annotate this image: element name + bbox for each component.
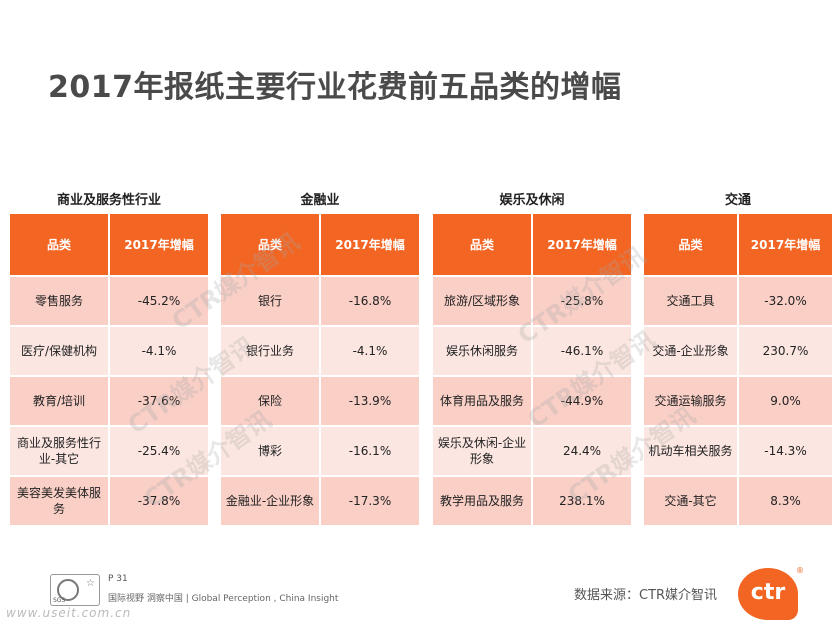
table-row: 金融业-企业形象 -17.3% <box>221 476 419 527</box>
table-row: 保险 -13.9% <box>221 376 419 427</box>
growth-cell: 24.4% <box>532 426 631 477</box>
growth-cell: -13.9% <box>320 376 419 427</box>
panel-heading: 商业及服务性行业 <box>56 193 161 208</box>
category-cell: 娱乐休闲服务 <box>433 326 533 377</box>
panel-heading: 交通 <box>724 193 751 208</box>
growth-table: 品类 2017年增幅 交通工具 -32.0% 交通-企业形象 230.7% 交通运输… <box>644 214 832 527</box>
table-row: 美容美发美体服务 -37.8% <box>10 476 208 527</box>
category-cell: 交通-其它 <box>644 476 739 527</box>
table-row: 零售服务 -45.2% <box>10 276 208 327</box>
table-row: 娱乐及休闲-企业形象 24.4% <box>433 426 631 477</box>
category-cell: 旅游/区域形象 <box>433 276 533 327</box>
growth-cell: -25.8% <box>532 276 631 327</box>
growth-table: 品类 2017年增幅 银行 -16.8% 银行业务 -4.1% 保险 -13.9% 博… <box>221 214 419 527</box>
growth-cell: -46.1% <box>532 326 631 377</box>
growth-cell: -16.8% <box>320 276 419 327</box>
growth-cell: 8.3% <box>738 476 832 527</box>
column-header-category: 品类 <box>433 214 533 277</box>
category-cell: 机动车相关服务 <box>644 426 739 477</box>
panel-transport: 交通 品类 2017年增幅 交通工具 -32.0% 交通-企业形象 230.7% 交… <box>644 190 832 527</box>
column-header-growth: 2017年增幅 <box>738 214 832 277</box>
column-header-category: 品类 <box>10 214 110 277</box>
page-number: P 31 <box>108 574 128 584</box>
category-cell: 美容美发美体服务 <box>10 476 110 527</box>
footer-branding: ☆ SGS P 31 国际视野 洞察中国 | Global Perception… <box>50 572 350 612</box>
category-cell: 金融业-企业形象 <box>221 476 321 527</box>
table-row: 商业及服务性行业-其它 -25.4% <box>10 426 208 477</box>
growth-cell: -37.6% <box>109 376 208 427</box>
growth-cell: -16.1% <box>320 426 419 477</box>
table-row: 教育/培训 -37.6% <box>10 376 208 427</box>
table-row: 交通工具 -32.0% <box>644 276 832 327</box>
growth-cell: -44.9% <box>532 376 631 427</box>
table-row: 交通-企业形象 230.7% <box>644 326 832 377</box>
growth-cell: 230.7% <box>738 326 832 377</box>
registered-mark: ® <box>796 566 804 575</box>
page-title: 2017年报纸主要行业花费前五品类的增幅 <box>48 70 622 105</box>
category-cell: 交通-企业形象 <box>644 326 739 377</box>
category-cell: 保险 <box>221 376 321 427</box>
table-row: 娱乐休闲服务 -46.1% <box>433 326 631 377</box>
data-source: 数据来源：CTR媒介智讯 <box>574 588 718 603</box>
growth-cell: -17.3% <box>320 476 419 527</box>
column-header-growth: 2017年增幅 <box>532 214 631 277</box>
growth-cell: -45.2% <box>109 276 208 327</box>
category-cell: 银行 <box>221 276 321 327</box>
table-row: 机动车相关服务 -14.3% <box>644 426 832 477</box>
footer-tagline: 国际视野 洞察中国 | Global Perception , China In… <box>108 594 339 604</box>
growth-cell: 9.0% <box>738 376 832 427</box>
table-row: 银行 -16.8% <box>221 276 419 327</box>
ctr-logo: ctr <box>738 568 798 620</box>
category-cell: 娱乐及休闲-企业形象 <box>433 426 533 477</box>
table-row: 体育用品及服务 -44.9% <box>433 376 631 427</box>
table-row: 教学用品及服务 238.1% <box>433 476 631 527</box>
category-cell: 零售服务 <box>10 276 110 327</box>
panel-heading: 金融业 <box>300 193 340 208</box>
category-cell: 医疗/保健机构 <box>10 326 110 377</box>
growth-table: 品类 2017年增幅 旅游/区域形象 -25.8% 娱乐休闲服务 -46.1% 体育… <box>433 214 631 527</box>
table-row: 旅游/区域形象 -25.8% <box>433 276 631 327</box>
category-cell: 体育用品及服务 <box>433 376 533 427</box>
category-cell: 交通工具 <box>644 276 739 327</box>
category-cell: 交通运输服务 <box>644 376 739 427</box>
category-cell: 教育/培训 <box>10 376 110 427</box>
table-row: 交通运输服务 9.0% <box>644 376 832 427</box>
column-header-category: 品类 <box>221 214 321 277</box>
growth-cell: -25.4% <box>109 426 208 477</box>
growth-cell: -4.1% <box>109 326 208 377</box>
category-cell: 博彩 <box>221 426 321 477</box>
column-header-category: 品类 <box>644 214 739 277</box>
table-row: 博彩 -16.1% <box>221 426 419 477</box>
certification-logo-icon: ☆ SGS <box>50 574 100 606</box>
category-cell: 商业及服务性行业-其它 <box>10 426 110 477</box>
growth-cell: -32.0% <box>738 276 832 327</box>
growth-cell: 238.1% <box>532 476 631 527</box>
growth-table: 品类 2017年增幅 零售服务 -45.2% 医疗/保健机构 -4.1% 教育/培训… <box>10 214 208 527</box>
table-row: 医疗/保健机构 -4.1% <box>10 326 208 377</box>
growth-cell: -37.8% <box>109 476 208 527</box>
panel-finance: 金融业 品类 2017年增幅 银行 -16.8% 银行业务 -4.1% 保险 -13.… <box>221 190 419 527</box>
panel-heading: 娱乐及休闲 <box>499 193 565 208</box>
column-header-growth: 2017年增幅 <box>320 214 419 277</box>
category-cell: 教学用品及服务 <box>433 476 533 527</box>
table-row: 银行业务 -4.1% <box>221 326 419 377</box>
table-row: 交通-其它 8.3% <box>644 476 832 527</box>
site-watermark: www.useit.com.cn <box>6 606 132 620</box>
column-header-growth: 2017年增幅 <box>109 214 208 277</box>
panel-entertainment: 娱乐及休闲 品类 2017年增幅 旅游/区域形象 -25.8% 娱乐休闲服务 -46… <box>433 190 631 527</box>
growth-cell: -4.1% <box>320 326 419 377</box>
panel-commerce: 商业及服务性行业 品类 2017年增幅 零售服务 -45.2% 医疗/保健机构 -4… <box>10 190 208 527</box>
growth-cell: -14.3% <box>738 426 832 477</box>
category-cell: 银行业务 <box>221 326 321 377</box>
